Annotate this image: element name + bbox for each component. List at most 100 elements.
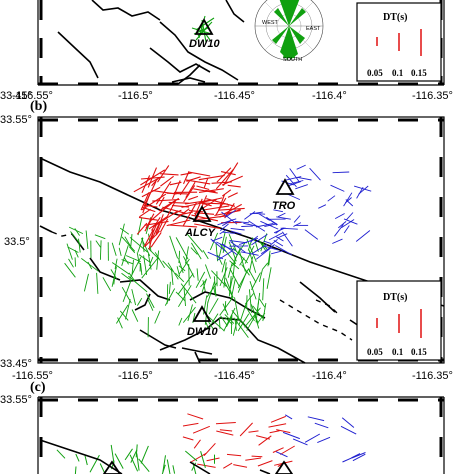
green-splitting-stick bbox=[141, 257, 159, 279]
blue-splitting-stick bbox=[275, 451, 288, 458]
ytick-b-0: 33.55° bbox=[0, 114, 32, 126]
station-panel-c bbox=[102, 460, 294, 474]
green-splitting-stick bbox=[219, 297, 234, 316]
blue-splitting-stick bbox=[282, 431, 300, 440]
green-splitting-stick bbox=[234, 297, 240, 321]
green-splitting-stick bbox=[254, 314, 260, 329]
green-splitting-stick bbox=[136, 453, 140, 471]
xtick-a-3: -116.45° bbox=[214, 90, 255, 102]
panel-b-green-splitting bbox=[64, 217, 272, 338]
green-splitting-stick bbox=[187, 304, 193, 322]
blue-splitting-stick bbox=[342, 456, 354, 463]
red-splitting-stick bbox=[162, 206, 186, 214]
green-splitting-stick bbox=[147, 299, 154, 311]
green-splitting-stick bbox=[126, 255, 141, 263]
red-splitting-stick bbox=[151, 216, 161, 231]
blue-splitting-stick bbox=[351, 453, 361, 459]
red-splitting-stick bbox=[150, 232, 162, 248]
red-splitting-stick bbox=[203, 205, 230, 211]
red-splitting-stick bbox=[206, 457, 220, 462]
blue-splitting-stick bbox=[345, 212, 354, 221]
xtick-a-4: -116.4° bbox=[312, 90, 347, 102]
blue-splitting-stick bbox=[264, 223, 277, 228]
green-splitting-stick bbox=[96, 272, 99, 294]
legend-b: DT(s) 0.05 0.1 0.15 bbox=[356, 280, 442, 361]
red-splitting-stick bbox=[187, 413, 204, 420]
green-splitting-stick bbox=[178, 317, 183, 326]
red-splitting-stick bbox=[171, 180, 181, 200]
red-splitting-stick bbox=[182, 436, 194, 441]
green-splitting-stick bbox=[229, 268, 240, 288]
red-splitting-stick bbox=[257, 460, 273, 467]
panel-a-faults bbox=[57, 0, 245, 85]
green-splitting-stick bbox=[162, 260, 173, 272]
green-splitting-stick bbox=[233, 317, 249, 338]
station-dw10-b: DW10 bbox=[187, 305, 218, 338]
station-tro: TRO bbox=[272, 178, 296, 212]
panel-c-frame bbox=[37, 396, 445, 474]
blue-splitting-stick bbox=[273, 209, 283, 213]
green-splitting-stick bbox=[121, 272, 132, 281]
blue-splitting-stick bbox=[330, 184, 345, 192]
red-splitting-stick bbox=[206, 198, 236, 207]
green-splitting-stick bbox=[184, 450, 198, 462]
red-splitting-stick bbox=[183, 185, 196, 203]
green-splitting-stick bbox=[147, 247, 160, 260]
red-splitting-stick bbox=[167, 224, 198, 228]
panel-b-red-splitting bbox=[133, 162, 245, 250]
blue-splitting-stick bbox=[277, 212, 286, 218]
panel-c-splitting bbox=[56, 413, 366, 474]
green-splitting-stick bbox=[68, 258, 74, 268]
red-splitting-stick bbox=[185, 181, 196, 198]
green-splitting-stick bbox=[232, 256, 236, 279]
blue-splitting-stick bbox=[251, 234, 268, 246]
blue-splitting-stick bbox=[222, 231, 235, 234]
green-splitting-stick bbox=[232, 247, 241, 267]
red-splitting-stick bbox=[223, 203, 242, 215]
green-splitting-stick bbox=[231, 310, 247, 328]
green-splitting-stick bbox=[140, 263, 143, 276]
xtick-b-4: -116.35° bbox=[412, 370, 453, 382]
red-splitting-stick bbox=[158, 197, 180, 212]
red-splitting-stick bbox=[227, 192, 238, 198]
green-splitting-stick bbox=[124, 236, 132, 248]
red-splitting-stick bbox=[144, 204, 158, 208]
red-splitting-stick bbox=[270, 415, 286, 423]
green-splitting-stick bbox=[176, 266, 181, 277]
green-splitting-stick bbox=[206, 314, 225, 332]
green-splitting-stick bbox=[253, 238, 259, 252]
red-splitting-stick bbox=[166, 192, 188, 195]
panel-c-faults bbox=[39, 439, 271, 474]
legend-a-val-3: 0.15 bbox=[411, 68, 427, 78]
red-splitting-stick bbox=[218, 207, 245, 211]
panel-b-fault-dashed bbox=[51, 231, 353, 341]
green-splitting-stick bbox=[89, 454, 100, 473]
red-splitting-stick bbox=[258, 435, 272, 446]
red-splitting-stick bbox=[272, 447, 284, 453]
blue-splitting-stick bbox=[334, 213, 345, 219]
red-splitting-stick bbox=[198, 215, 226, 220]
ytick-c-0: 33.55° bbox=[0, 394, 32, 406]
station-label-dw10-a: DW10 bbox=[189, 38, 220, 50]
green-splitting-stick bbox=[136, 252, 140, 265]
blue-splitting-stick bbox=[341, 219, 355, 228]
red-splitting-stick bbox=[226, 453, 242, 457]
ytick-b-2: 33.45° bbox=[0, 358, 32, 370]
green-splitting-stick bbox=[188, 263, 190, 286]
legend-b-val-2: 0.1 bbox=[392, 347, 404, 357]
red-splitting-stick bbox=[251, 455, 263, 458]
green-splitting-stick bbox=[177, 273, 194, 295]
red-splitting-stick bbox=[185, 179, 211, 185]
red-splitting-stick bbox=[219, 429, 233, 432]
blue-splitting-stick bbox=[255, 247, 271, 260]
red-splitting-stick bbox=[133, 177, 161, 193]
blue-splitting-stick bbox=[304, 229, 319, 240]
green-splitting-stick bbox=[138, 254, 151, 263]
green-splitting-stick bbox=[114, 453, 124, 469]
green-splitting-stick bbox=[143, 255, 148, 275]
green-splitting-stick bbox=[258, 298, 266, 308]
ytick-b-1: 33.5° bbox=[4, 236, 30, 248]
green-splitting-stick bbox=[118, 247, 122, 257]
green-splitting-stick bbox=[169, 235, 179, 259]
green-splitting-stick bbox=[230, 314, 233, 335]
